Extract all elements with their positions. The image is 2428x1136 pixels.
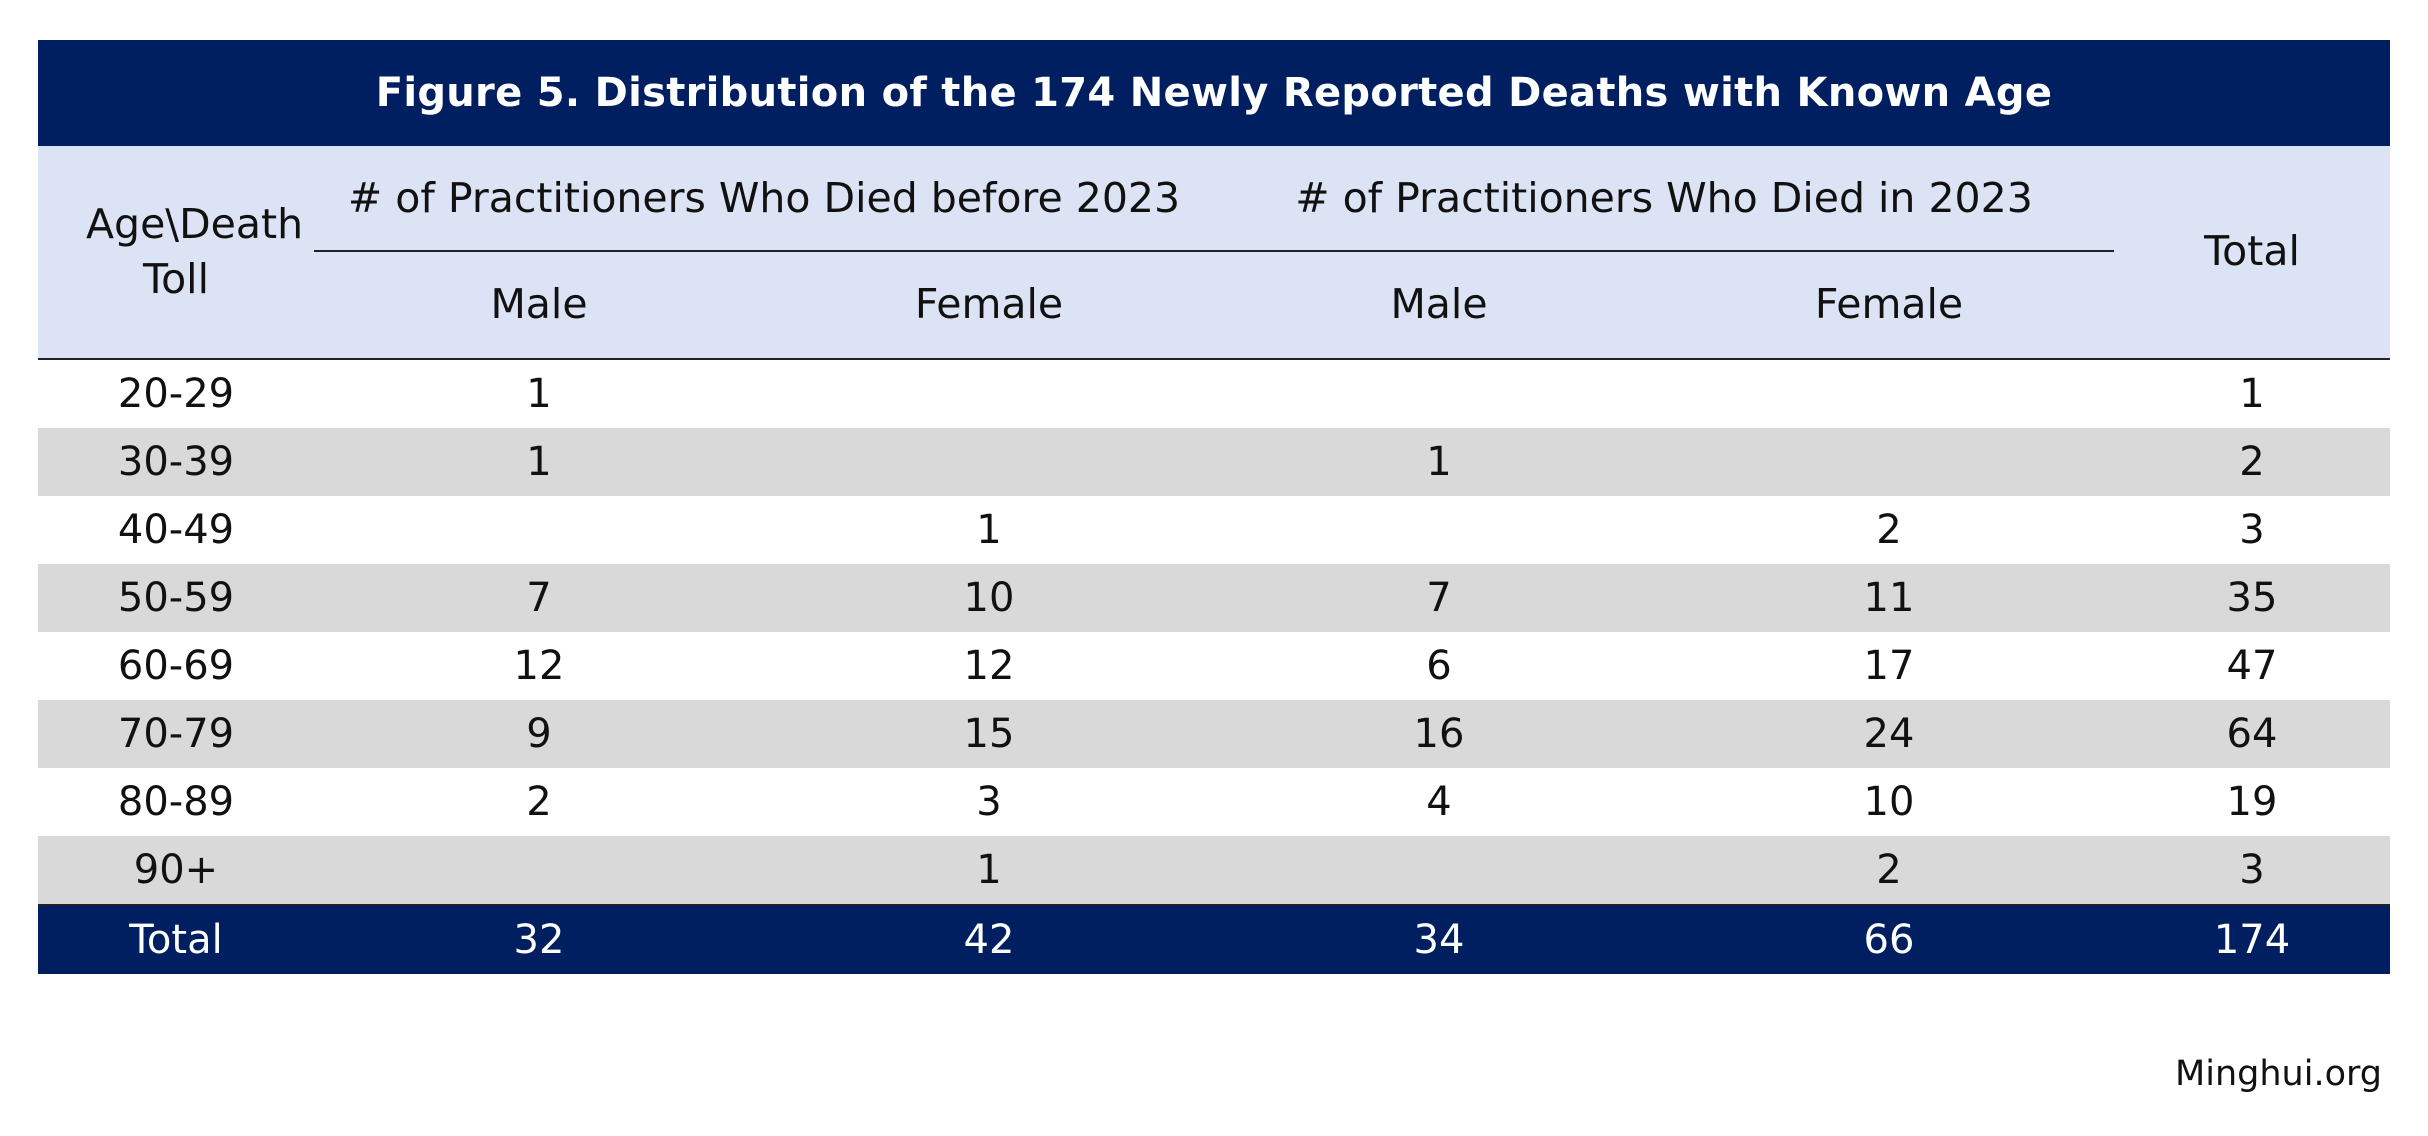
value-cell: 3 bbox=[976, 779, 1002, 825]
row-header-label: Age\Death Toll bbox=[38, 146, 314, 358]
total-cell: 2 bbox=[2239, 439, 2265, 485]
value-cell bbox=[764, 360, 1214, 428]
total-cell: 3 bbox=[2239, 847, 2265, 893]
totals-row: Total 32 42 34 66 174 bbox=[38, 904, 2390, 974]
age-cell: 90+ bbox=[133, 847, 219, 893]
table-row: 90+ 1 2 3 bbox=[38, 836, 2390, 904]
totals-value-cell: 32 bbox=[513, 917, 565, 963]
column-group-before-2023: # of Practitioners Who Died before 2023 bbox=[347, 174, 1181, 223]
table-row: 70-79 9 15 16 24 64 bbox=[38, 700, 2390, 768]
value-cell bbox=[1664, 360, 2114, 428]
value-cell: 1 bbox=[526, 439, 552, 485]
age-cell: 40-49 bbox=[117, 507, 235, 553]
value-cell bbox=[314, 836, 764, 904]
age-cell: 30-39 bbox=[117, 439, 235, 485]
column-header-total: Total bbox=[2204, 227, 2300, 276]
totals-label: Total bbox=[129, 917, 223, 963]
age-cell: 50-59 bbox=[117, 575, 235, 621]
value-cell bbox=[1664, 428, 2114, 496]
table-row: 50-59 7 10 7 11 35 bbox=[38, 564, 2390, 632]
total-cell: 47 bbox=[2226, 643, 2278, 689]
total-cell: 1 bbox=[2239, 371, 2265, 417]
column-header-male-before: Male bbox=[490, 280, 588, 329]
total-cell: 64 bbox=[2226, 711, 2278, 757]
value-cell: 12 bbox=[963, 643, 1015, 689]
value-cell: 12 bbox=[513, 643, 565, 689]
column-header-male-2023: Male bbox=[1390, 280, 1488, 329]
value-cell bbox=[1214, 496, 1664, 564]
table-row: 20-29 1 1 bbox=[38, 360, 2390, 428]
value-cell: 2 bbox=[526, 779, 552, 825]
value-cell: 2 bbox=[1876, 507, 1902, 553]
value-cell bbox=[1214, 836, 1664, 904]
age-cell: 20-29 bbox=[117, 371, 235, 417]
age-cell: 70-79 bbox=[117, 711, 235, 757]
table-row: 40-49 1 2 3 bbox=[38, 496, 2390, 564]
totals-value-cell: 66 bbox=[1863, 917, 1915, 963]
value-cell: 7 bbox=[526, 575, 552, 621]
age-cell: 80-89 bbox=[117, 779, 235, 825]
total-cell: 19 bbox=[2226, 779, 2278, 825]
value-cell bbox=[314, 496, 764, 564]
source-credit: Minghui.org bbox=[2175, 1054, 2382, 1094]
value-cell: 1 bbox=[976, 507, 1002, 553]
value-cell: 1 bbox=[1426, 439, 1452, 485]
totals-value-cell: 42 bbox=[963, 917, 1015, 963]
total-cell: 35 bbox=[2226, 575, 2278, 621]
row-header-text: Age\Death Toll bbox=[86, 199, 304, 303]
table-row: 60-69 12 12 6 17 47 bbox=[38, 632, 2390, 700]
value-cell: 9 bbox=[526, 711, 552, 757]
value-cell: 17 bbox=[1863, 643, 1915, 689]
column-header-female-2023: Female bbox=[1814, 280, 1964, 329]
value-cell: 2 bbox=[1876, 847, 1902, 893]
value-cell: 6 bbox=[1426, 643, 1452, 689]
group-divider bbox=[314, 250, 2114, 252]
value-cell bbox=[764, 428, 1214, 496]
value-cell: 24 bbox=[1863, 711, 1915, 757]
figure-title: Figure 5. Distribution of the 174 Newly … bbox=[38, 40, 2390, 146]
value-cell: 10 bbox=[1863, 779, 1915, 825]
totals-value-cell: 34 bbox=[1413, 917, 1465, 963]
grand-total-cell: 174 bbox=[2213, 917, 2291, 963]
age-cell: 60-69 bbox=[117, 643, 235, 689]
value-cell: 16 bbox=[1413, 711, 1465, 757]
value-cell: 7 bbox=[1426, 575, 1452, 621]
value-cell: 1 bbox=[976, 847, 1002, 893]
value-cell: 15 bbox=[963, 711, 1015, 757]
value-cell: 10 bbox=[963, 575, 1015, 621]
column-header-female-before: Female bbox=[914, 280, 1064, 329]
table-row: 80-89 2 3 4 10 19 bbox=[38, 768, 2390, 836]
figure-table: Figure 5. Distribution of the 174 Newly … bbox=[38, 40, 2390, 974]
value-cell: 1 bbox=[526, 371, 552, 417]
table-header: Age\Death Toll # of Practitioners Who Di… bbox=[38, 146, 2390, 360]
value-cell: 4 bbox=[1426, 779, 1452, 825]
table-row: 30-39 1 1 2 bbox=[38, 428, 2390, 496]
total-cell: 3 bbox=[2239, 507, 2265, 553]
column-group-in-2023: # of Practitioners Who Died in 2023 bbox=[1295, 174, 2033, 223]
table-body: 20-29 1 1 30-39 1 1 2 40-49 1 2 3 50-59 … bbox=[38, 360, 2390, 904]
value-cell: 11 bbox=[1863, 575, 1915, 621]
value-cell bbox=[1214, 360, 1664, 428]
